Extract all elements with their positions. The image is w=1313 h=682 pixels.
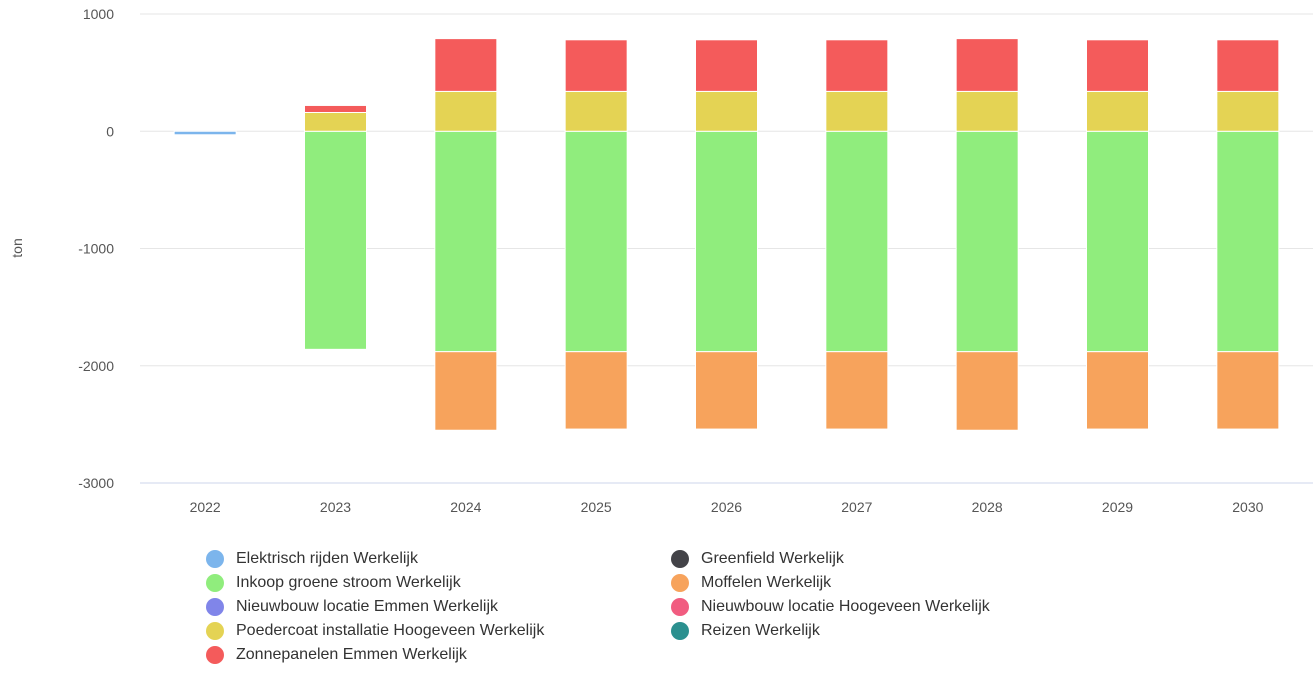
bar-segment[interactable] [304,111,367,132]
bar-segment[interactable] [955,351,1019,431]
legend-label: Inkoop groene stroom Werkelijk [236,574,461,591]
bar-segment[interactable] [304,130,367,350]
x-tick-label: 2025 [581,499,612,515]
legend-label: Elektrisch rijden Werkelijk [236,550,418,567]
bar-segment[interactable] [1216,90,1280,132]
bar-segment[interactable] [695,90,758,132]
bar-segment[interactable] [434,38,498,92]
bar-segment[interactable] [1086,130,1149,353]
legend-label: Nieuwbouw locatie Emmen Werkelijk [236,598,499,615]
y-axis-ticks: 1000 0 -1000 -2000 -3000 [78,6,114,491]
y-tick-label: 0 [106,123,114,139]
bar-segment[interactable] [955,38,1019,92]
y-tick-label: -2000 [78,358,114,374]
bar-segment[interactable] [1086,351,1149,430]
bars [173,38,1280,431]
x-tick-label: 2022 [190,499,221,515]
legend-label: Poedercoat installatie Hoogeveen Werkeli… [236,622,545,639]
legend: Elektrisch rijden Werkelijk Greenfield We… [206,548,1206,666]
bar-segment[interactable] [1086,39,1149,92]
x-axis-ticks: 2022 2023 2024 2025 2026 2027 2028 2029 2030 [190,499,1264,515]
y-tick-label: -3000 [78,475,114,491]
legend-item[interactable]: Inkoop groene stroom Werkelijk [206,572,671,594]
bar-segment[interactable] [1216,130,1280,353]
y-tick-label: 1000 [83,6,114,22]
legend-marker [206,622,224,640]
bar-segment[interactable] [1216,39,1280,92]
x-tick-label: 2026 [711,499,742,515]
bar-segment[interactable] [825,351,889,430]
x-tick-label: 2030 [1232,499,1263,515]
legend-item[interactable]: Reizen Werkelijk [671,620,1151,642]
bar-segment[interactable] [564,130,628,353]
legend-marker [206,598,224,616]
legend-label: Moffelen Werkelijk [701,574,832,591]
bar-segment[interactable] [955,130,1019,353]
bar-segment[interactable] [564,39,628,92]
legend-label: Greenfield Werkelijk [701,550,844,567]
y-tick-label: -1000 [78,241,114,257]
x-tick-label: 2023 [320,499,351,515]
bar-segment[interactable] [1216,351,1280,430]
legend-marker [206,550,224,568]
bar-segment[interactable] [695,130,758,353]
bar-segment[interactable] [825,90,889,132]
legend-item[interactable]: Nieuwbouw locatie Emmen Werkelijk [206,596,671,618]
legend-item[interactable]: Elektrisch rijden Werkelijk [206,548,671,570]
legend-item[interactable]: Moffelen Werkelijk [671,572,1151,594]
bar-segment[interactable] [695,39,758,92]
x-tick-label: 2029 [1102,499,1133,515]
bar-segment[interactable] [825,39,889,92]
bar-segment[interactable] [434,351,498,431]
bar-segment[interactable] [564,351,628,430]
legend-item[interactable]: Poedercoat installatie Hoogeveen Werkeli… [206,620,671,642]
legend-label: Nieuwbouw locatie Hoogeveen Werkelijk [701,598,990,615]
legend-marker [206,646,224,664]
legend-item[interactable]: Zonnepanelen Emmen Werkelijk [206,644,671,666]
bar-segment[interactable] [434,90,498,132]
bar-segment[interactable] [1086,90,1149,132]
bar-segment[interactable] [564,90,628,132]
legend-label: Zonnepanelen Emmen Werkelijk [236,646,467,663]
legend-marker [671,574,689,592]
x-tick-label: 2027 [841,499,872,515]
bar-segment[interactable] [955,90,1019,132]
bar-segment[interactable] [173,130,237,136]
y-axis-title: ton [9,238,25,257]
legend-marker [671,622,689,640]
legend-item[interactable]: Nieuwbouw locatie Hoogeveen Werkelijk [671,596,1151,618]
x-tick-label: 2028 [972,499,1003,515]
x-tick-label: 2024 [450,499,481,515]
bar-segment[interactable] [434,130,498,353]
legend-label: Reizen Werkelijk [701,622,820,639]
bar-segment[interactable] [825,130,889,353]
legend-marker [206,574,224,592]
bar-segment[interactable] [304,104,367,113]
bar-segment[interactable] [695,351,758,430]
legend-item[interactable]: Greenfield Werkelijk [671,548,1151,570]
legend-marker [671,550,689,568]
legend-marker [671,598,689,616]
